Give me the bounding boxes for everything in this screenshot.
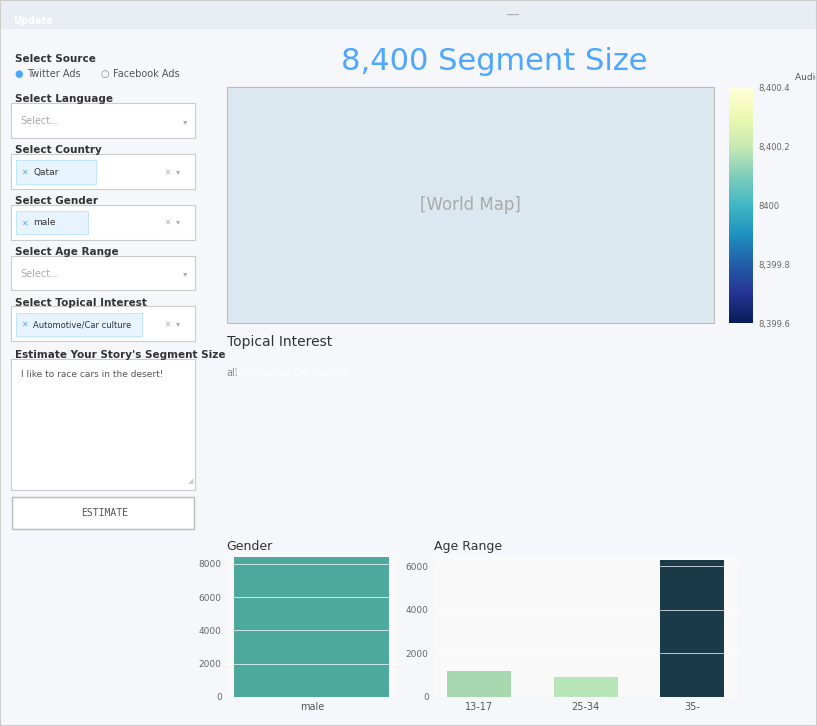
Text: ●: ● [15,69,23,79]
Y-axis label: Audience Size: Audience Size [796,73,817,82]
Text: ✕  ▾: ✕ ▾ [164,219,180,227]
Text: Age Range: Age Range [434,540,502,552]
FancyBboxPatch shape [208,0,817,29]
Text: Select Age Range: Select Age Range [15,247,118,257]
Text: ○: ○ [100,69,109,79]
Text: all: all [226,368,238,378]
Text: ✕  ▾: ✕ ▾ [164,168,180,176]
Text: [World Map]: [World Map] [420,196,520,214]
Text: Select Source: Select Source [15,54,96,65]
FancyBboxPatch shape [11,306,194,341]
Bar [448,671,511,697]
Text: ✕: ✕ [21,168,27,176]
Text: ◢: ◢ [188,478,193,484]
FancyBboxPatch shape [11,359,194,490]
Text: Update: Update [13,16,52,25]
Text: Gender: Gender [226,540,273,552]
Text: Select...: Select... [21,269,60,279]
Text: Select...: Select... [21,116,60,126]
Bar [660,560,724,697]
FancyBboxPatch shape [12,497,194,529]
Text: Facebook Ads: Facebook Ads [113,69,179,79]
Text: ✕: ✕ [21,320,27,329]
Text: Twitter Ads: Twitter Ads [27,69,81,79]
Text: male: male [33,219,56,227]
Text: Select Language: Select Language [15,94,113,105]
FancyBboxPatch shape [11,103,194,138]
Text: Qatar: Qatar [33,168,59,176]
FancyBboxPatch shape [0,0,208,29]
FancyBboxPatch shape [16,211,88,234]
Text: ✕: ✕ [21,219,27,227]
Text: Estimate Your Story's Segment Size: Estimate Your Story's Segment Size [15,350,225,360]
FancyBboxPatch shape [226,87,713,323]
Text: ━━━: ━━━ [507,12,519,18]
Text: ▾: ▾ [183,117,188,126]
Text: ▾: ▾ [183,269,188,278]
FancyBboxPatch shape [11,256,194,290]
Text: Select Country: Select Country [15,145,101,155]
FancyBboxPatch shape [11,205,194,240]
Text: Select Gender: Select Gender [15,196,97,206]
Text: Automotive/Car culture: Automotive/Car culture [33,320,132,329]
FancyBboxPatch shape [16,313,142,336]
Text: Select Topical Interest: Select Topical Interest [15,298,146,308]
Bar [554,677,618,697]
Text: ✕  ▾: ✕ ▾ [164,320,180,329]
Text: I like to race cars in the desert!: I like to race cars in the desert! [21,370,163,379]
Text: Automotive/Car culture: Automotive/Car culture [234,368,348,378]
FancyBboxPatch shape [11,154,194,189]
Text: ESTIMATE: ESTIMATE [81,507,127,518]
FancyBboxPatch shape [16,160,96,184]
Text: Topical Interest: Topical Interest [226,335,332,349]
Text: 8,400 Segment Size: 8,400 Segment Size [342,47,648,76]
